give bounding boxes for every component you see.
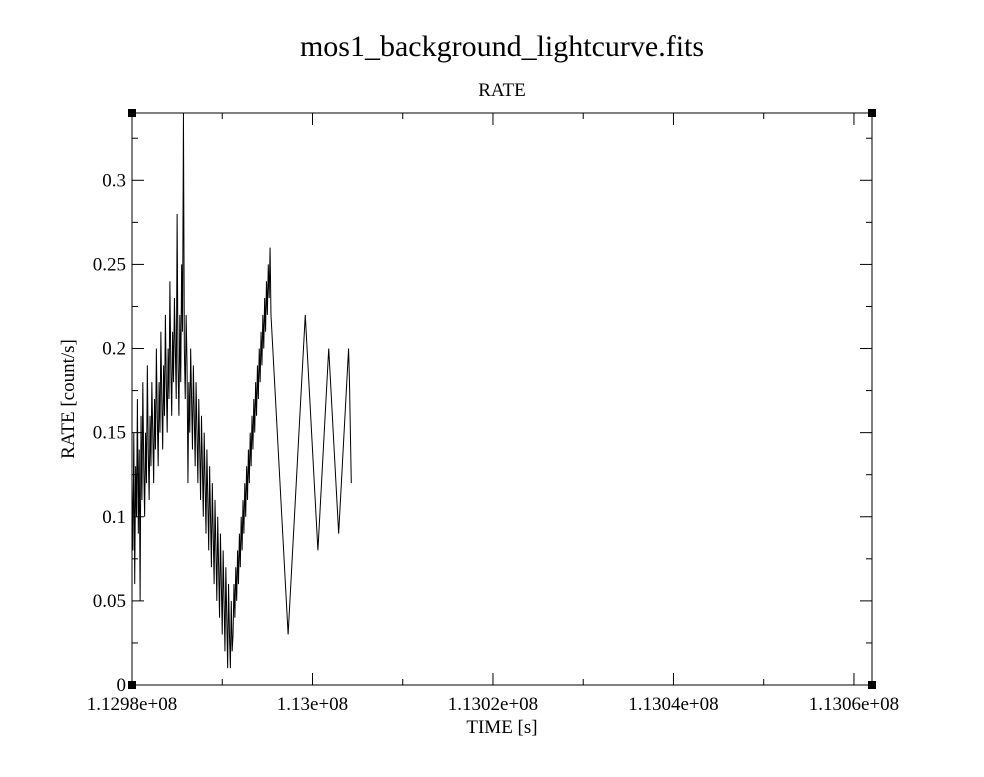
- y-tick-label-4: 0.2: [102, 339, 126, 360]
- x-tick-label-4: 1.1306e+08: [809, 694, 899, 715]
- x-tick-label-1: 1.13e+08: [277, 694, 348, 715]
- y-axis-label: RATE [count/s]: [58, 339, 79, 459]
- series-line-0: [131, 112, 352, 669]
- x-tick-label-0: 1.1298e+08: [87, 694, 177, 715]
- chart-subtitle: RATE: [478, 80, 526, 101]
- x-tick-label-3: 1.1304e+08: [628, 694, 718, 715]
- y-tick-label-5: 0.25: [93, 254, 126, 275]
- axes-layer: 0 0.05 0.1 0.15 0.2 0.25 0.3 1.1298e+08 1.13e+08…: [87, 113, 899, 715]
- corner-marker-top-right: [868, 109, 876, 117]
- plot-frame: [131, 112, 873, 686]
- y-tick-label-2: 0.1: [102, 507, 126, 528]
- y-tick-label-1: 0.05: [93, 591, 126, 612]
- y-tick-label-0: 0: [117, 675, 127, 696]
- x-tick-label-2: 1.1302e+08: [448, 694, 538, 715]
- y-tick-label-6: 0.3: [102, 170, 126, 191]
- chart-title: mos1_background_lightcurve.fits: [300, 30, 704, 63]
- x-axis-label: TIME [s]: [466, 717, 537, 738]
- data-layer: [131, 112, 352, 669]
- y-tick-label-3: 0.15: [93, 423, 126, 444]
